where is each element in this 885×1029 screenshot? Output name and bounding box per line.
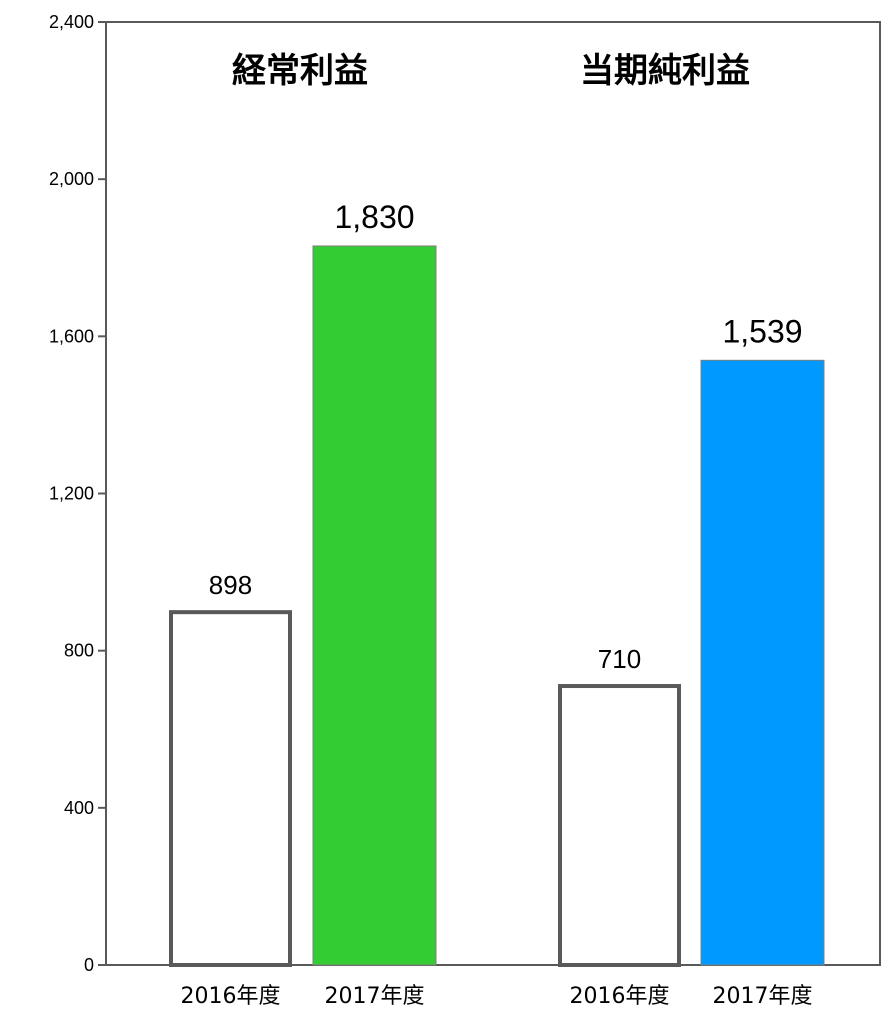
bars bbox=[169, 245, 825, 967]
bar-value-label: 1,539 bbox=[722, 313, 802, 349]
y-axis: 0 400 800 1,200 1,600 2,000 2,400 bbox=[49, 12, 106, 975]
bar-value-label: 1,830 bbox=[334, 199, 414, 235]
y-tick-label: 2,400 bbox=[49, 12, 94, 32]
group-titles: 経常利益 当期純利益 bbox=[232, 51, 750, 91]
y-tick-label: 1,600 bbox=[49, 326, 94, 346]
category-label: 2017年度 bbox=[713, 984, 813, 1009]
y-tick-label: 2,000 bbox=[49, 169, 94, 189]
category-label: 2017年度 bbox=[325, 984, 425, 1009]
bar-value-label: 898 bbox=[209, 570, 252, 600]
category-labels: 2016年度 2017年度 2016年度 2017年度 bbox=[181, 984, 813, 1009]
bar bbox=[312, 245, 437, 966]
bar bbox=[700, 359, 825, 966]
group-title: 経常利益 bbox=[232, 51, 368, 91]
bar bbox=[558, 684, 681, 967]
category-label: 2016年度 bbox=[181, 984, 281, 1009]
bar-value-label: 710 bbox=[598, 644, 641, 674]
y-tick-label: 800 bbox=[64, 641, 94, 661]
y-tick-label: 1,200 bbox=[49, 484, 94, 504]
group-title: 当期純利益 bbox=[580, 51, 750, 91]
bar bbox=[169, 610, 292, 967]
y-tick-label: 0 bbox=[84, 955, 94, 975]
category-label: 2016年度 bbox=[570, 984, 670, 1009]
value-labels: 898 1,830 710 1,539 bbox=[209, 199, 803, 674]
y-tick-label: 400 bbox=[64, 798, 94, 818]
